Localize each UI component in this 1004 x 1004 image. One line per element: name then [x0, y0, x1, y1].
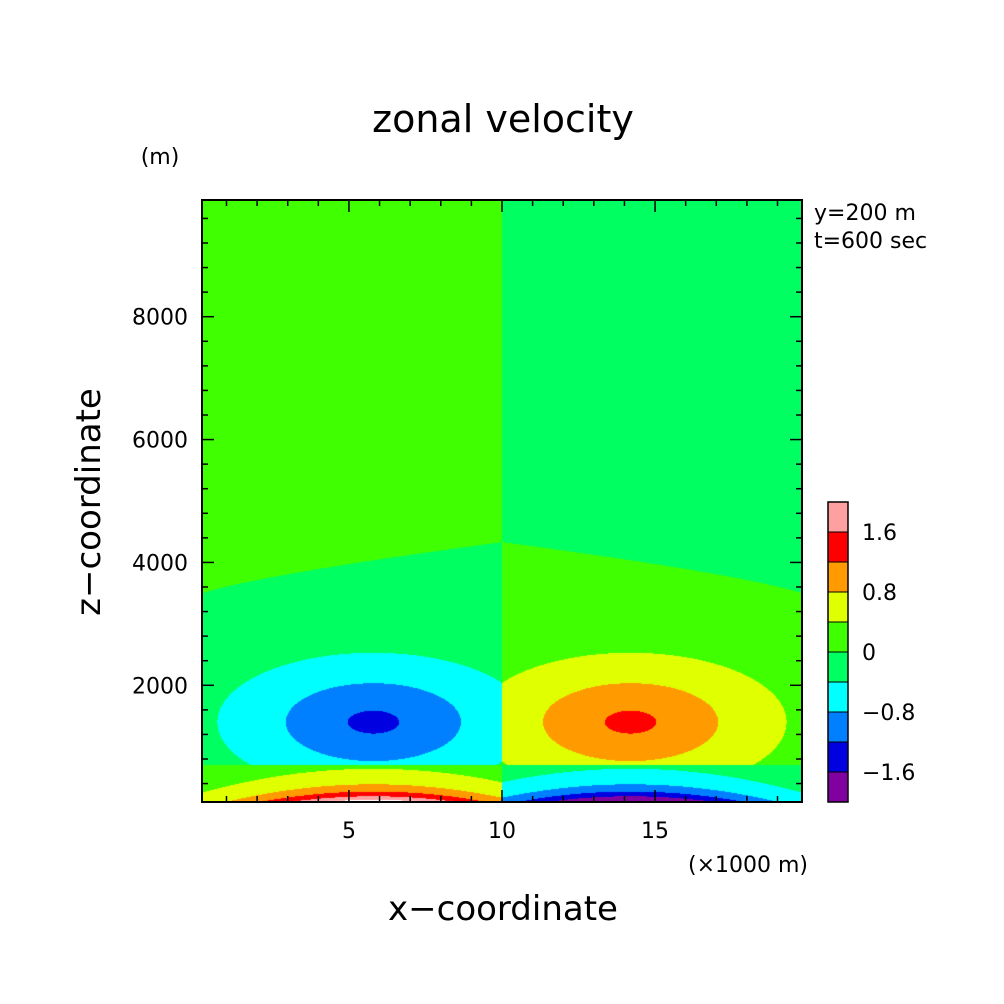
colorbar-swatch: [828, 532, 848, 562]
x-axis-label: x−coordinate: [388, 889, 618, 929]
y-axis-label: z−coordinate: [69, 388, 109, 616]
x-tick-label: 10: [488, 819, 516, 844]
colorbar-swatch: [828, 712, 848, 742]
colorbar-swatch: [828, 682, 848, 712]
y-tick-label: 8000: [132, 306, 188, 331]
colorbar-swatch: [828, 562, 848, 592]
info-line-y: y=200 m: [814, 201, 916, 226]
colorbar-tick-label: −0.8: [862, 701, 915, 726]
x-axis: 5 10 15: [225, 200, 779, 844]
colorbar-tick-label: 1.6: [862, 521, 897, 546]
x-tick-label: 5: [342, 819, 356, 844]
colorbar-swatch: [828, 772, 848, 802]
colorbar-swatch: [828, 622, 848, 652]
velocity-field: [202, 200, 802, 802]
y-unit-label: (m): [141, 145, 180, 170]
y-axis: 2000 4000 6000 8000: [132, 217, 802, 785]
plot-area: 5 10 15 2000 4000 6000 8000: [132, 199, 803, 844]
colorbar-swatch: [828, 592, 848, 622]
colorbar-tick-label: 0.8: [862, 581, 897, 606]
colorbar-swatch: [828, 742, 848, 772]
colorbar: −1.6 −0.8 0 0.8 1.6: [827, 501, 915, 803]
y-tick-label: 2000: [132, 674, 188, 699]
colorbar-swatch: [828, 502, 848, 532]
y-tick-label: 6000: [132, 429, 188, 454]
colorbar-swatch: [828, 652, 848, 682]
colorbar-tick-label: 0: [862, 641, 876, 666]
x-unit-label: (×1000 m): [688, 853, 808, 878]
info-line-t: t=600 sec: [814, 229, 927, 254]
x-tick-label: 15: [641, 819, 669, 844]
chart-title: zonal velocity: [372, 97, 634, 141]
y-tick-label: 4000: [132, 551, 188, 576]
colorbar-tick-label: −1.6: [862, 761, 915, 786]
